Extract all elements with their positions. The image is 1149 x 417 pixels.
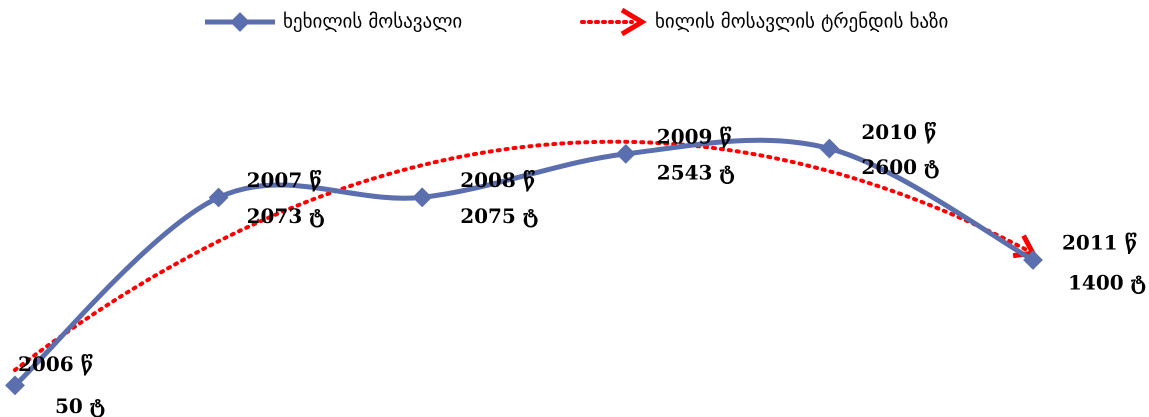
series-line [13, 137, 1035, 388]
point-marker [208, 187, 229, 208]
legend-label: ხეხილის მოსავალი [283, 11, 462, 33]
category-label: 2010 წ [861, 120, 936, 144]
data-label: 2073 ტ [247, 204, 325, 228]
data-label: 2543 ტ [657, 160, 735, 184]
category-label: 2009 წ [657, 124, 732, 148]
trend-line [13, 139, 1035, 372]
data-label: 1400 ტ [1068, 271, 1146, 295]
category-label: 2006 წ [18, 352, 93, 376]
point-marker [5, 375, 25, 396]
legend-marker [230, 12, 250, 32]
legend-trend-arrow [620, 7, 647, 37]
category-label: 2008 წ [460, 168, 535, 192]
point-marker [615, 143, 636, 164]
category-label: 2007 წ [247, 168, 322, 192]
legend-label: ხილის მოსავლის ტრენდის ხაზი [655, 11, 948, 33]
legend: ხეხილის მოსავალი ხილის მოსავლის ტრენდის … [205, 7, 948, 37]
data-label: 2600 ტ [861, 155, 939, 179]
category-label: 2011 წ [1062, 231, 1137, 255]
data-label: 2075 ტ [460, 204, 538, 228]
point-marker [819, 138, 840, 159]
point-marker [1023, 250, 1043, 270]
point-marker [412, 187, 433, 208]
data-label: 50 ტ [55, 394, 105, 417]
